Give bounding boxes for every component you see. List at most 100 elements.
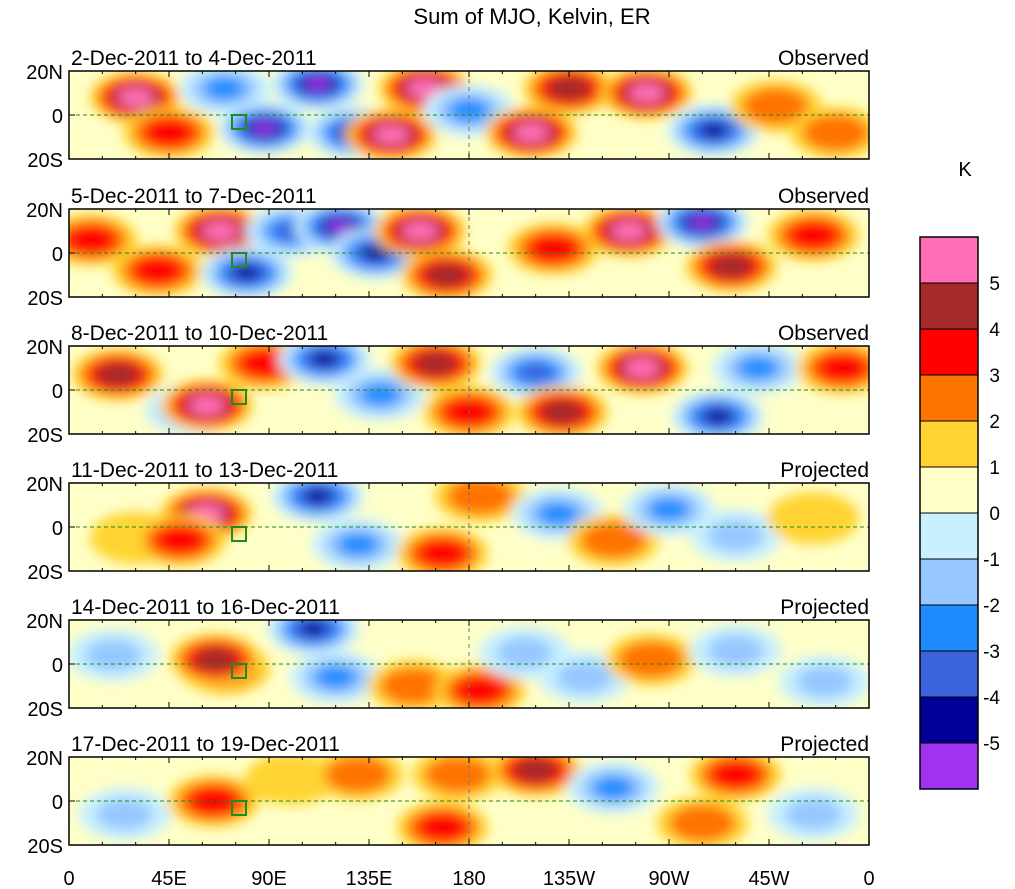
panel-period-label: 11-Dec-2011 to 13-Dec-2011 — [71, 459, 338, 482]
y-tick-label: 20N — [26, 748, 63, 770]
map-panel: 20N 0 20S 14-Dec-2011 to 16-Dec-2011 Project… — [26, 596, 870, 721]
region-box — [231, 114, 247, 130]
map-panel: 20N 0 20S 8-Dec-2011 to 10-Dec-2011 Observed — [26, 322, 870, 447]
x-tick-label: 90W — [648, 868, 689, 889]
colorbar-swatch — [919, 512, 979, 560]
anomaly-contour — [104, 367, 132, 383]
colorbar-swatch — [919, 374, 979, 422]
anomaly-contour — [96, 798, 153, 831]
y-tick-label: 20S — [27, 150, 63, 172]
anomaly-contour — [124, 91, 147, 104]
anomaly-contour — [522, 762, 549, 778]
y-tick-label: 20N — [26, 611, 63, 633]
anomaly-contour — [311, 351, 338, 367]
map-panel: 20N 0 20S 17-Dec-2011 to 19-Dec-2011 Project… — [26, 733, 870, 858]
colorbar-tick-label: -4 — [983, 688, 1000, 709]
y-tick-label: 20S — [27, 699, 63, 721]
anomaly-contour — [75, 230, 108, 249]
panel-status-label: Projected — [780, 733, 869, 756]
anomaly-contour — [519, 363, 552, 382]
region-box — [231, 252, 247, 268]
colorbar-swatch — [919, 558, 979, 606]
panel-status-label: Projected — [780, 596, 869, 619]
anomaly-contour — [315, 665, 357, 689]
panel-period-label: 8-Dec-2011 to 10-Dec-2011 — [71, 322, 328, 345]
anomaly-contour — [704, 408, 732, 424]
anomaly-contour — [593, 776, 634, 800]
anomaly-contour — [691, 215, 714, 229]
anomaly-contour — [635, 86, 658, 100]
anomaly-contour — [413, 82, 436, 95]
anomaly-contour — [448, 99, 490, 123]
panel-period-label: 2-Dec-2011 to 4-Dec-2011 — [71, 47, 317, 70]
y-tick-label: 0 — [52, 792, 63, 814]
panel-status-label: Projected — [780, 459, 869, 482]
colorbar-swatch — [919, 466, 979, 514]
panel-period-label: 14-Dec-2011 to 16-Dec-2011 — [71, 596, 340, 619]
colorbar-swatch — [919, 604, 979, 652]
anomaly-contour — [826, 358, 859, 378]
anomaly-contour — [85, 639, 142, 672]
anomaly-contour — [197, 791, 230, 811]
anomaly-contour — [785, 798, 842, 831]
anomaly-contour — [426, 544, 459, 563]
anomaly-contour — [630, 648, 672, 672]
anomaly-contour — [422, 356, 449, 372]
anomaly-contour — [195, 399, 218, 412]
panel-status-label: Observed — [778, 185, 869, 208]
colorbar: K 5 4 3 2 1 0 -1 -2 -3 -4 -5 — [919, 159, 1000, 790]
colorbar-frame — [919, 236, 979, 790]
map-panel: 20N 0 20S 5-Dec-2011 to 7-Dec-2011 Observed — [26, 185, 870, 310]
anomaly-contour — [549, 404, 576, 420]
anomaly-contour — [164, 531, 197, 550]
anomaly-contour — [797, 226, 830, 245]
x-tick-label: 180 — [452, 868, 485, 889]
x-tick-label: 45W — [748, 868, 789, 889]
panel-status-label: Observed — [778, 322, 869, 345]
anomaly-contour — [328, 220, 352, 233]
anomaly-contour — [796, 665, 853, 698]
colorbar-tick-label: 1 — [989, 458, 1000, 479]
colorbar-tick-label: 5 — [989, 274, 1000, 295]
anomaly-contour — [141, 261, 174, 280]
anomaly-contour — [755, 94, 797, 118]
y-tick-label: 20N — [26, 62, 63, 84]
anomaly-contour — [362, 245, 389, 261]
anomaly-contour — [707, 519, 764, 552]
anomaly-contour — [700, 122, 727, 138]
colorbar-swatch — [919, 282, 979, 330]
y-tick-label: 20N — [26, 337, 63, 359]
anomaly-contour — [631, 361, 654, 375]
anomaly-contour — [380, 128, 403, 142]
colorbar-tick-label: 3 — [989, 366, 1000, 387]
colorbar-tick-label: -5 — [983, 734, 1000, 755]
anomaly-contour — [195, 507, 218, 521]
colorbar-swatch — [919, 420, 979, 468]
colorbar-tick-label: -1 — [983, 550, 1000, 571]
anomaly-contour — [815, 121, 857, 145]
x-tick-label: 0 — [863, 868, 874, 889]
anomaly-contour — [537, 239, 570, 258]
y-tick-label: 0 — [52, 106, 63, 128]
anomaly-contour — [681, 811, 723, 835]
y-tick-label: 0 — [52, 518, 63, 540]
panel-status-label: Observed — [778, 47, 869, 70]
chart-title: Sum of MJO, Kelvin, ER — [413, 4, 650, 29]
anomaly-contour — [204, 77, 245, 101]
y-tick-label: 20S — [27, 288, 63, 310]
y-tick-label: 0 — [52, 381, 63, 403]
colorbar-tick-label: 0 — [989, 504, 1000, 525]
colorbar-swatch — [919, 696, 979, 744]
x-tick-label: 45E — [151, 868, 187, 889]
anomaly-contour — [459, 484, 501, 508]
colorbar-swatch — [919, 742, 979, 790]
anomaly-contour — [208, 224, 232, 238]
x-tick-label: 90E — [251, 868, 287, 889]
colorbar-unit-label: K — [958, 159, 972, 181]
anomaly-contour — [555, 81, 583, 97]
anomaly-contour — [593, 528, 634, 552]
anomaly-contour — [153, 123, 185, 142]
y-tick-label: 0 — [52, 655, 63, 677]
x-tick-label: 135E — [346, 868, 393, 889]
